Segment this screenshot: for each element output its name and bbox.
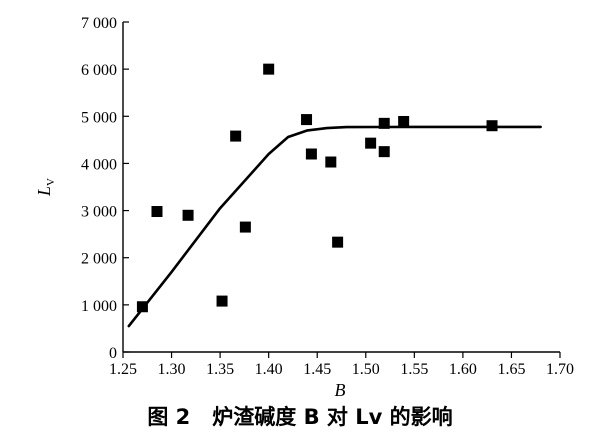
axes [122,22,560,353]
y-tick-label: 6 000 [81,62,117,79]
data-point [398,115,410,127]
x-axis-title: B [335,380,346,400]
x-tick-label: 1.30 [158,361,186,378]
x-tick-label: 1.35 [206,361,234,378]
x-tick-label: 1.25 [109,361,137,378]
data-point [325,156,337,168]
y-tick-label: 3 000 [81,204,117,221]
x-tick-label: 1.55 [400,361,428,378]
y-axis-title: LV [34,178,57,197]
figure-caption: 图 2 炉渣碱度 B 对 Lv 的影响 [147,405,452,429]
data-point [378,146,390,158]
x-tick-label: 1.45 [303,361,331,378]
data-point [378,117,390,129]
data-point [136,301,148,313]
data-point [486,120,498,132]
data-point [301,114,313,126]
figure-caption-number: 图 2 [147,405,190,429]
x-tick-label: 1.50 [352,361,380,378]
y-tick-label: 5 000 [81,109,117,126]
y-tick-label: 7 000 [81,15,117,32]
data-point [230,130,242,142]
data-point [332,236,344,248]
y-tick-label: 1 000 [81,298,117,315]
x-tick-label: 1.60 [449,361,477,378]
data-points [136,63,498,313]
y-tick-label: 0 [109,345,117,362]
figure-caption-text: 炉渣碱度 B 对 Lv 的影响 [212,405,452,429]
x-ticks: 1.25 1.30 1.35 1.40 1.45 1.50 1.55 1.60 1.65 1.70 [109,352,574,378]
data-point [365,137,377,149]
x-tick-label: 1.40 [255,361,283,378]
data-point [239,221,251,233]
data-point [305,148,317,160]
fitted-curve-layer [127,125,542,328]
y-tick-label: 2 000 [81,251,117,268]
y-tick-label: 4 000 [81,156,117,173]
x-tick-label: 1.65 [497,361,525,378]
fitted-curve-line [127,125,542,328]
y-ticks: 0 1 000 2 000 3 000 4 000 5 000 6 000 7 000 [81,15,129,362]
data-point [182,209,194,221]
data-point [263,63,275,75]
x-tick-label: 1.70 [546,361,574,378]
data-point [151,206,163,218]
data-point [216,295,228,307]
y-axis-title-subscript: V [45,178,57,186]
